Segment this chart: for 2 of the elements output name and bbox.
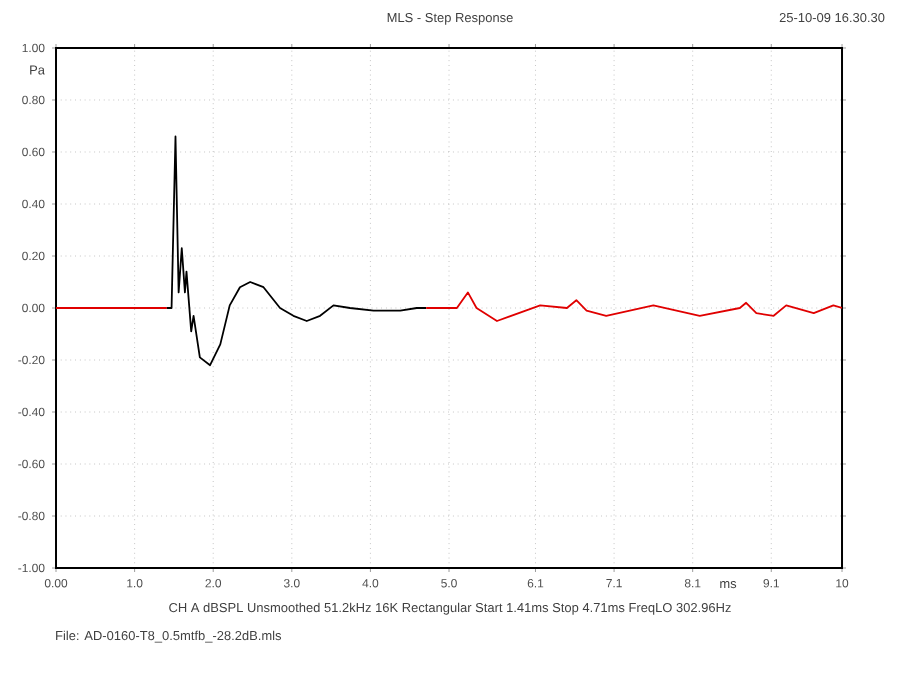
line-series <box>425 291 843 322</box>
line-series <box>165 135 428 367</box>
